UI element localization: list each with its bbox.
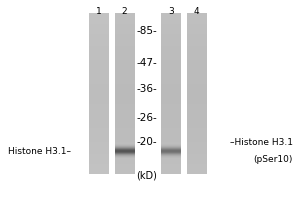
Text: -20-: -20- [137, 137, 157, 147]
Text: -26-: -26- [136, 113, 158, 123]
Text: (kD): (kD) [136, 170, 158, 180]
Text: 4: 4 [194, 6, 199, 16]
Text: (pSer10): (pSer10) [253, 155, 292, 164]
Text: 1: 1 [96, 6, 102, 16]
Text: -36-: -36- [136, 84, 158, 94]
Text: Histone H3.1–: Histone H3.1– [8, 147, 70, 156]
Text: -85-: -85- [136, 26, 158, 36]
Text: -47-: -47- [136, 58, 158, 68]
Text: 2: 2 [122, 6, 127, 16]
Text: –Histone H3.1: –Histone H3.1 [230, 138, 292, 147]
Text: 3: 3 [168, 6, 174, 16]
